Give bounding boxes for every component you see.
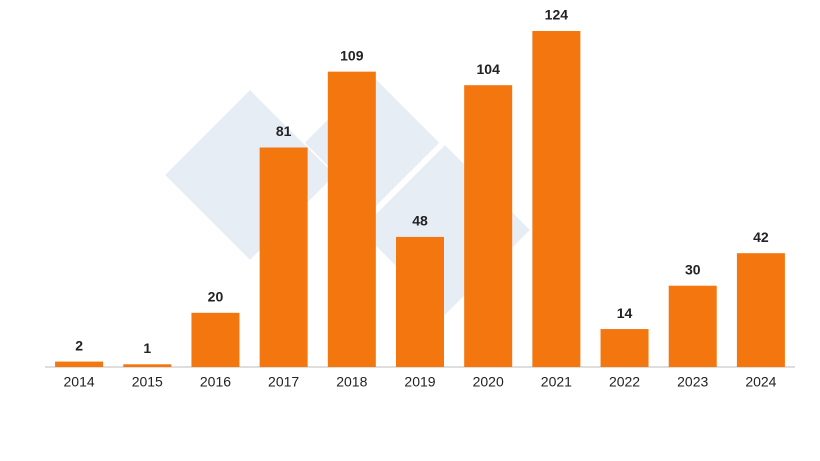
value-label: 20 xyxy=(208,289,224,305)
bar xyxy=(600,329,649,367)
x-tick-label: 2019 xyxy=(404,374,435,390)
value-label: 124 xyxy=(545,7,569,23)
x-tick-label: 2015 xyxy=(132,374,163,390)
watermark-shape xyxy=(165,90,335,260)
value-label: 81 xyxy=(276,123,292,139)
bar xyxy=(259,147,308,367)
value-label: 109 xyxy=(340,47,364,63)
x-tick-label: 2017 xyxy=(268,374,299,390)
x-tick-label: 2022 xyxy=(609,374,640,390)
value-label: 42 xyxy=(753,229,769,245)
x-tick-label: 2023 xyxy=(677,374,708,390)
value-label: 104 xyxy=(477,61,501,77)
x-tick-label: 2021 xyxy=(541,374,572,390)
bar xyxy=(668,285,717,367)
bar xyxy=(396,236,444,367)
bar xyxy=(55,361,104,367)
value-label: 30 xyxy=(685,261,701,277)
bar xyxy=(123,364,172,367)
x-tick-label: 2024 xyxy=(745,374,776,390)
value-label: 48 xyxy=(412,213,428,229)
x-tick-label: 2018 xyxy=(336,374,367,390)
value-label: 2 xyxy=(75,337,83,353)
value-label: 14 xyxy=(617,305,633,321)
x-tick-label: 2014 xyxy=(64,374,95,390)
x-tick-label: 2016 xyxy=(200,374,231,390)
bar xyxy=(464,85,513,368)
bar xyxy=(736,253,785,367)
value-label: 1 xyxy=(143,340,151,356)
bar xyxy=(191,312,240,367)
bar xyxy=(532,31,581,367)
bar xyxy=(327,71,376,367)
x-tick-label: 2020 xyxy=(473,374,504,390)
